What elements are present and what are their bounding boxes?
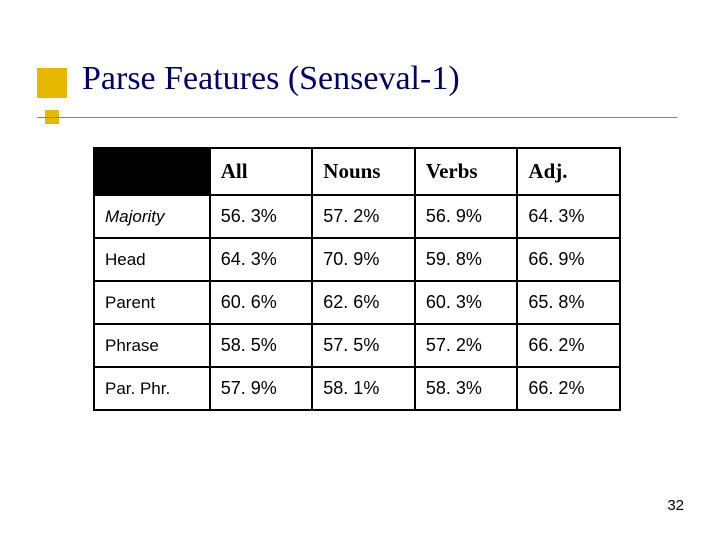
table-header-row: All Nouns Verbs Adj. [94, 148, 620, 195]
results-table: All Nouns Verbs Adj. Majority56. 3%57. 2… [93, 147, 621, 411]
cell: 56. 9% [415, 195, 518, 238]
cell: 57. 9% [210, 367, 313, 410]
cell: 59. 8% [415, 238, 518, 281]
row-label: Par. Phr. [94, 367, 210, 410]
cell: 58. 3% [415, 367, 518, 410]
cell: 70. 9% [312, 238, 415, 281]
cell: 57. 2% [415, 324, 518, 367]
table-row: Majority56. 3%57. 2%56. 9%64. 3% [94, 195, 620, 238]
table-row: Parent60. 6%62. 6%60. 3%65. 8% [94, 281, 620, 324]
table-row: Phrase58. 5%57. 5%57. 2%66. 2% [94, 324, 620, 367]
row-label: Head [94, 238, 210, 281]
cell: 66. 2% [517, 367, 620, 410]
cell: 64. 3% [210, 238, 313, 281]
header-verbs: Verbs [415, 148, 518, 195]
table-row: Par. Phr.57. 9%58. 1%58. 3%66. 2% [94, 367, 620, 410]
cell: 66. 2% [517, 324, 620, 367]
row-label: Phrase [94, 324, 210, 367]
cell: 62. 6% [312, 281, 415, 324]
cell: 64. 3% [517, 195, 620, 238]
cell: 57. 5% [312, 324, 415, 367]
table-row: Head64. 3%70. 9%59. 8%66. 9% [94, 238, 620, 281]
header-adj: Adj. [517, 148, 620, 195]
page-number: 32 [667, 497, 684, 514]
cell: 57. 2% [312, 195, 415, 238]
cell: 66. 9% [517, 238, 620, 281]
results-table-container: All Nouns Verbs Adj. Majority56. 3%57. 2… [93, 147, 621, 411]
row-label: Majority [94, 195, 210, 238]
row-label: Parent [94, 281, 210, 324]
header-nouns: Nouns [312, 148, 415, 195]
cell: 58. 1% [312, 367, 415, 410]
title-underline [37, 117, 677, 118]
cell: 60. 3% [415, 281, 518, 324]
header-all: All [210, 148, 313, 195]
header-blank [94, 148, 210, 195]
cell: 56. 3% [210, 195, 313, 238]
slide-title: Parse Features (Senseval-1) [82, 60, 460, 98]
cell: 60. 6% [210, 281, 313, 324]
accent-square-large [37, 68, 67, 98]
cell: 58. 5% [210, 324, 313, 367]
cell: 65. 8% [517, 281, 620, 324]
